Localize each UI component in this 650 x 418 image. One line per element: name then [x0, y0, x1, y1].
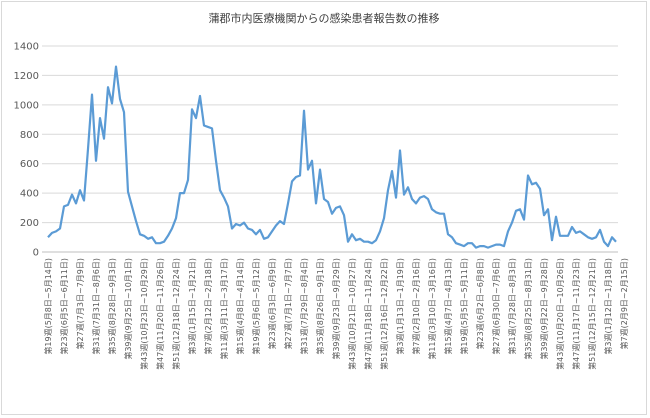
y-tick-label: 400: [20, 189, 39, 200]
x-tick-label: 第27週(7月1日~7月7日): [283, 258, 293, 349]
x-tick-label: 第35週(8月28日~9月3日): [107, 258, 117, 355]
x-tick-label: 第7週(2月10日~2月16日): [411, 258, 421, 355]
x-tick-label: 第19週(5月5日~5月11日): [459, 258, 469, 355]
x-tick-label: 第11週(3月11日~3月17日): [219, 258, 229, 360]
y-axis-ticks: 0 200 400 600 800 1000 1200 1400: [14, 42, 39, 259]
x-tick-label: 第11週(3月10日~3月16日): [427, 258, 437, 360]
x-tick-label: 第27週(6月30日~7月6日): [491, 258, 501, 355]
x-tick-label: 第19週(5月8日~5月14日): [43, 258, 53, 355]
x-tick-label: 第15週(4月7日~4月13日): [443, 258, 453, 355]
y-tick-label: 1200: [14, 71, 39, 82]
x-tick-label: 第31週(7月28日~8月3日): [507, 258, 517, 355]
x-tick-label: 第23週(6月3日~6月9日): [267, 258, 277, 349]
x-tick-label: 第19週(5月6日~5月12日): [251, 258, 261, 355]
x-tick-label: 第39週(9月22日~9月28日): [539, 258, 549, 360]
x-tick-label: 第15週(4月8日~4月14日): [235, 258, 245, 355]
gridlines: [42, 45, 618, 253]
x-tick-label: 第7週(2月9日~2月15日): [619, 258, 629, 349]
x-tick-label: 第51週(12月15日~12月21日): [587, 258, 597, 370]
x-tick-label: 第43週(10月23日~10月29日): [139, 258, 149, 370]
y-tick-label: 1400: [14, 42, 39, 53]
x-tick-label: 第43週(10月21日~10月27日): [347, 258, 357, 370]
x-tick-label: 第23週(6月5日~6月11日): [59, 258, 69, 355]
x-tick-label: 第23週(6月2日~6月8日): [475, 258, 485, 349]
series-line: [47, 65, 617, 249]
x-tick-label: 第31週(7月31日~8月6日): [91, 258, 101, 355]
x-tick-label: 第3週(1月15日~1月21日): [187, 258, 197, 355]
y-tick-label: 1000: [14, 100, 39, 111]
x-tick-label: 第47週(11月20日~11月26日): [155, 258, 165, 370]
y-tick-label: 800: [20, 130, 39, 141]
x-tick-label: 第35週(8月26日~9月1日): [315, 258, 325, 355]
x-tick-label: 第27週(7月3日~7月9日): [75, 258, 85, 349]
x-tick-label: 第47週(11月17日~11月23日): [571, 258, 581, 370]
y-tick-label: 0: [33, 248, 39, 259]
x-tick-label: 第43週(10月20日~10月26日): [555, 258, 565, 370]
x-tick-label: 第51週(12月18日~12月24日): [171, 258, 181, 370]
y-tick-label: 600: [20, 159, 39, 170]
x-tick-label: 第35週(8月25日~8月31日): [523, 258, 533, 360]
x-tick-label: 第3週(1月13日~1月19日): [395, 258, 405, 355]
x-tick-label: 第3週(1月12日~1月18日): [603, 258, 613, 355]
x-tick-label: 第51週(12月16日~12月22日): [379, 258, 389, 370]
x-tick-label: 第31週(7月29日~8月4日): [299, 258, 309, 355]
y-tick-label: 200: [20, 218, 39, 229]
x-tick-label: 第39週(9月23日~9月29日): [331, 258, 341, 360]
x-tick-label: 第39週(9月25日~10月1日): [123, 258, 133, 360]
chart-title: 蒲郡市内医療機関からの感染患者報告数の推移: [209, 11, 440, 25]
x-axis-ticks: 第19週(5月8日~5月14日) 第23週(6月5日~6月11日) 第27週(7月3…: [43, 258, 629, 370]
x-tick-label: 第47週(11月18日~11月24日): [363, 258, 373, 370]
x-tick-label: 第7週(2月12日~2月18日): [203, 258, 213, 355]
